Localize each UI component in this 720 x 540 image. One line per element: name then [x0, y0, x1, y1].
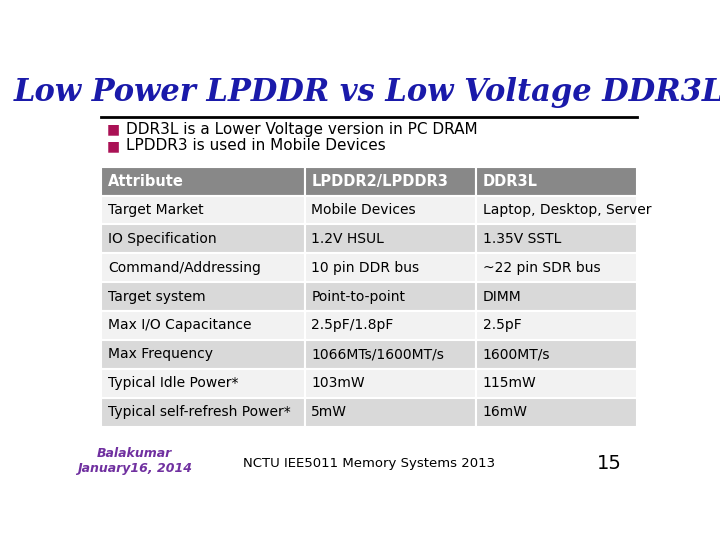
Text: 1600MT/s: 1600MT/s	[483, 347, 550, 361]
Text: Max Frequency: Max Frequency	[108, 347, 213, 361]
Text: LPDDR2/LPDDR3: LPDDR2/LPDDR3	[312, 173, 449, 188]
Text: 2.5pF/1.8pF: 2.5pF/1.8pF	[312, 319, 394, 333]
Text: January16, 2014: January16, 2014	[77, 462, 192, 475]
Text: Balakumar: Balakumar	[97, 447, 172, 460]
Text: 1.35V SSTL: 1.35V SSTL	[483, 232, 561, 246]
Text: Target Market: Target Market	[108, 203, 204, 217]
Text: IO Specification: IO Specification	[108, 232, 217, 246]
Text: Mobile Devices: Mobile Devices	[312, 203, 416, 217]
Text: Typical self-refresh Power*: Typical self-refresh Power*	[108, 405, 291, 419]
FancyBboxPatch shape	[305, 397, 476, 427]
FancyBboxPatch shape	[101, 253, 305, 282]
Text: 10 pin DDR bus: 10 pin DDR bus	[312, 261, 420, 275]
Text: ~22 pin SDR bus: ~22 pin SDR bus	[483, 261, 600, 275]
FancyBboxPatch shape	[476, 340, 637, 369]
Text: 16mW: 16mW	[483, 405, 528, 419]
FancyBboxPatch shape	[305, 253, 476, 282]
Text: Command/Addressing: Command/Addressing	[108, 261, 261, 275]
FancyBboxPatch shape	[476, 397, 637, 427]
Text: 115mW: 115mW	[483, 376, 536, 390]
FancyBboxPatch shape	[305, 369, 476, 397]
FancyBboxPatch shape	[305, 340, 476, 369]
FancyBboxPatch shape	[476, 253, 637, 282]
Text: ■: ■	[107, 122, 120, 136]
Text: 103mW: 103mW	[312, 376, 365, 390]
Text: DDR3L is a Lower Voltage version in PC DRAM: DDR3L is a Lower Voltage version in PC D…	[126, 122, 478, 137]
Text: NCTU IEE5011 Memory Systems 2013: NCTU IEE5011 Memory Systems 2013	[243, 457, 495, 470]
Text: LPDDR3 is used in Mobile Devices: LPDDR3 is used in Mobile Devices	[126, 138, 386, 153]
Text: Typical Idle Power*: Typical Idle Power*	[108, 376, 238, 390]
Text: Attribute: Attribute	[108, 173, 184, 188]
Text: Low Power LPDDR vs Low Voltage DDR3L: Low Power LPDDR vs Low Voltage DDR3L	[14, 77, 720, 109]
FancyBboxPatch shape	[101, 195, 305, 225]
FancyBboxPatch shape	[476, 369, 637, 397]
Text: DIMM: DIMM	[483, 289, 521, 303]
Text: 15: 15	[596, 455, 621, 474]
FancyBboxPatch shape	[101, 369, 305, 397]
FancyBboxPatch shape	[305, 282, 476, 311]
FancyBboxPatch shape	[305, 167, 476, 195]
FancyBboxPatch shape	[101, 340, 305, 369]
Text: 1.2V HSUL: 1.2V HSUL	[312, 232, 384, 246]
FancyBboxPatch shape	[476, 195, 637, 225]
FancyBboxPatch shape	[476, 167, 637, 195]
FancyBboxPatch shape	[305, 225, 476, 253]
FancyBboxPatch shape	[305, 195, 476, 225]
FancyBboxPatch shape	[101, 167, 305, 195]
FancyBboxPatch shape	[101, 225, 305, 253]
FancyBboxPatch shape	[305, 311, 476, 340]
FancyBboxPatch shape	[476, 282, 637, 311]
FancyBboxPatch shape	[476, 311, 637, 340]
FancyBboxPatch shape	[101, 397, 305, 427]
Text: Target system: Target system	[108, 289, 205, 303]
Text: ■: ■	[107, 139, 120, 153]
Text: Laptop, Desktop, Server: Laptop, Desktop, Server	[483, 203, 652, 217]
Text: 2.5pF: 2.5pF	[483, 319, 521, 333]
Text: 1066MTs/1600MT/s: 1066MTs/1600MT/s	[312, 347, 444, 361]
Text: 5mW: 5mW	[312, 405, 348, 419]
FancyBboxPatch shape	[476, 225, 637, 253]
FancyBboxPatch shape	[101, 311, 305, 340]
Text: DDR3L: DDR3L	[483, 173, 538, 188]
Text: Max I/O Capacitance: Max I/O Capacitance	[108, 319, 251, 333]
Text: Point-to-point: Point-to-point	[312, 289, 405, 303]
FancyBboxPatch shape	[101, 282, 305, 311]
